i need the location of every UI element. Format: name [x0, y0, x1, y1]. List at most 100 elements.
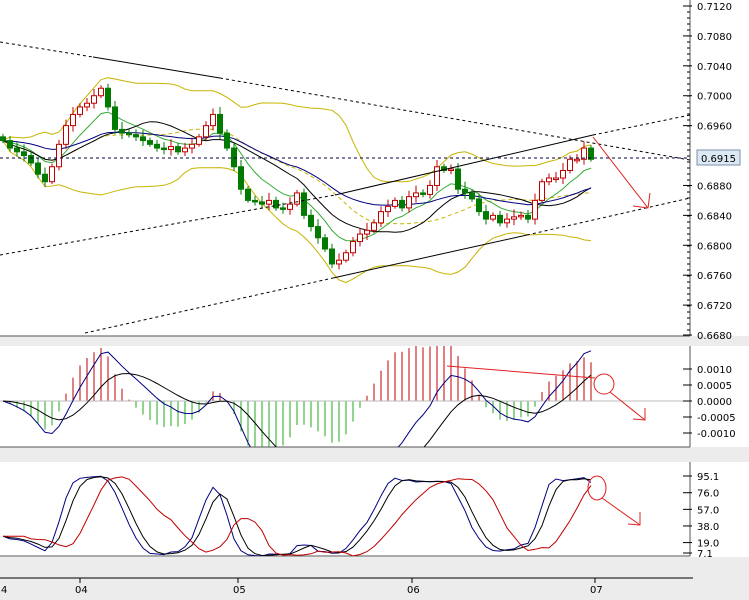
candle-body — [483, 211, 489, 220]
candle-body — [49, 166, 55, 183]
candle-body — [385, 205, 391, 213]
candle — [119, 121, 125, 140]
candle-body — [217, 113, 223, 134]
candle-body — [588, 147, 594, 160]
macd-tick-label: -0.0010 — [697, 429, 736, 440]
candle-body — [525, 214, 531, 220]
candle — [406, 190, 412, 213]
trendline-channel-bottom[interactable] — [84, 197, 691, 334]
price-tick-label: 0.7040 — [697, 62, 732, 73]
candle — [28, 151, 34, 167]
candle-body — [14, 147, 20, 153]
candle-body — [392, 199, 398, 207]
price-tick-label: 0.6880 — [697, 181, 732, 192]
candle-body — [518, 214, 524, 218]
candle — [336, 253, 342, 270]
candle — [161, 142, 167, 155]
candle — [392, 197, 398, 209]
candle — [539, 178, 545, 203]
candle — [567, 155, 573, 174]
candle — [273, 196, 279, 211]
current-price-label: 0.6915 — [701, 154, 736, 165]
candle-body — [133, 134, 139, 138]
candle-body — [182, 147, 188, 153]
candle-body — [70, 113, 76, 127]
trendline-channel-top[interactable] — [0, 114, 691, 256]
candle-body — [406, 196, 412, 209]
candle — [182, 142, 188, 156]
candle — [203, 121, 209, 141]
candle — [105, 83, 111, 111]
candle-body — [196, 136, 202, 145]
candle-body — [315, 226, 321, 239]
candle-body — [112, 106, 118, 130]
candle-body — [126, 132, 132, 136]
candle — [168, 139, 174, 156]
candle — [483, 204, 489, 225]
price-tick-label: 0.6840 — [697, 211, 732, 222]
candle — [364, 222, 370, 241]
candle — [315, 219, 321, 244]
candle — [231, 142, 237, 171]
candle-body — [329, 248, 335, 265]
macd-divergence-annotation[interactable] — [446, 365, 646, 421]
candle-body — [553, 177, 559, 180]
candle — [322, 234, 328, 253]
candle — [196, 133, 202, 147]
candle-body — [301, 192, 307, 216]
candle — [217, 106, 223, 140]
price-tick-label: 0.6680 — [697, 331, 732, 342]
candle — [287, 197, 293, 215]
candle — [0, 133, 6, 143]
candle-body — [574, 158, 580, 162]
x-tick-label: 05 — [233, 585, 246, 596]
candle-body — [105, 87, 111, 108]
candle-body — [98, 87, 104, 97]
candle-body — [427, 184, 433, 195]
candle — [35, 157, 41, 179]
stoch-annotation[interactable] — [587, 475, 641, 526]
candle — [581, 141, 587, 165]
candle-body — [560, 170, 566, 179]
candle — [574, 154, 580, 164]
candle — [14, 142, 20, 157]
candle — [434, 160, 440, 191]
stoch-slow-line — [3, 476, 592, 556]
candle-body — [245, 188, 251, 201]
stoch-tick-label: 76.0 — [697, 489, 719, 500]
candle — [259, 195, 265, 209]
candle — [546, 173, 552, 186]
stoch-tick-label: 19.0 — [697, 539, 719, 550]
candle — [77, 103, 83, 118]
candle-body — [273, 199, 279, 209]
candle-body — [238, 166, 244, 190]
candle-body — [448, 168, 454, 172]
candle — [280, 202, 286, 214]
x-tick-label: 06 — [407, 585, 420, 596]
candle-body — [357, 233, 363, 243]
candle-body — [119, 128, 125, 134]
ma-mid-line — [2, 121, 592, 233]
forecast-arrow-icon[interactable] — [592, 136, 651, 209]
candle-body — [224, 132, 230, 149]
trendline-upper-resistance[interactable] — [0, 41, 691, 161]
candle — [469, 189, 475, 202]
price-tick-label: 0.6800 — [697, 241, 732, 252]
candle — [7, 136, 13, 152]
stoch-tick-label: 7.1 — [697, 549, 713, 560]
candle — [133, 129, 139, 142]
candle — [63, 119, 69, 150]
macd-signal-line — [2, 373, 592, 447]
candle — [511, 209, 517, 226]
candle-body — [210, 113, 216, 127]
candle — [147, 137, 153, 147]
candle — [49, 163, 55, 185]
candle-body — [532, 199, 538, 220]
candle — [343, 249, 349, 263]
macd-tick-label: 0.0010 — [697, 365, 732, 376]
candle-body — [343, 252, 349, 261]
main-panel — [0, 0, 690, 336]
candle-body — [490, 214, 496, 220]
candle-body — [413, 192, 419, 198]
